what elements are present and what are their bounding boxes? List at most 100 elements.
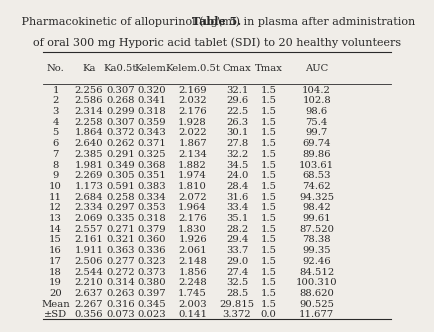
Text: 12: 12 xyxy=(49,203,62,212)
Text: 1.5: 1.5 xyxy=(260,86,276,95)
Text: Tmax: Tmax xyxy=(255,64,283,73)
Text: 75.4: 75.4 xyxy=(306,118,328,127)
Text: 0.307: 0.307 xyxy=(106,86,135,95)
Text: 0.314: 0.314 xyxy=(106,278,135,287)
Text: 1.5: 1.5 xyxy=(260,214,276,223)
Text: 2.640: 2.640 xyxy=(75,139,103,148)
Text: 33.7: 33.7 xyxy=(226,246,248,255)
Text: 2.334: 2.334 xyxy=(75,203,103,212)
Text: 0.345: 0.345 xyxy=(138,299,166,309)
Text: 0.023: 0.023 xyxy=(138,310,166,319)
Text: 1.830: 1.830 xyxy=(178,225,207,234)
Text: 35.1: 35.1 xyxy=(226,214,248,223)
Text: 0.363: 0.363 xyxy=(106,246,135,255)
Text: Table 5.: Table 5. xyxy=(192,16,241,27)
Text: 2.032: 2.032 xyxy=(178,96,207,105)
Text: 74.62: 74.62 xyxy=(302,182,331,191)
Text: 0.271: 0.271 xyxy=(106,225,135,234)
Text: 18: 18 xyxy=(49,268,62,277)
Text: 8: 8 xyxy=(53,160,59,170)
Text: 2.022: 2.022 xyxy=(178,128,207,137)
Text: 28.4: 28.4 xyxy=(226,182,248,191)
Text: 2.267: 2.267 xyxy=(75,299,103,309)
Text: 11.677: 11.677 xyxy=(299,310,334,319)
Text: 2.544: 2.544 xyxy=(75,268,103,277)
Text: 0.397: 0.397 xyxy=(138,289,166,298)
Text: 0.353: 0.353 xyxy=(138,203,166,212)
Text: 0.320: 0.320 xyxy=(138,86,166,95)
Text: 1.5: 1.5 xyxy=(260,235,276,244)
Text: 2.258: 2.258 xyxy=(75,118,103,127)
Text: 1.5: 1.5 xyxy=(260,246,276,255)
Text: 1.964: 1.964 xyxy=(178,203,207,212)
Text: 99.61: 99.61 xyxy=(302,214,331,223)
Text: 1.173: 1.173 xyxy=(75,182,103,191)
Text: 1.745: 1.745 xyxy=(178,289,207,298)
Text: 1.856: 1.856 xyxy=(178,268,207,277)
Text: 0.277: 0.277 xyxy=(106,257,135,266)
Text: 5: 5 xyxy=(53,128,59,137)
Text: 0.372: 0.372 xyxy=(106,128,135,137)
Text: 1: 1 xyxy=(53,86,59,95)
Text: 2.314: 2.314 xyxy=(75,107,103,116)
Text: 9: 9 xyxy=(53,171,59,180)
Text: 2.069: 2.069 xyxy=(75,214,103,223)
Text: 4: 4 xyxy=(53,118,59,127)
Text: 27.4: 27.4 xyxy=(226,268,248,277)
Text: 68.53: 68.53 xyxy=(302,171,331,180)
Text: 1.911: 1.911 xyxy=(74,246,103,255)
Text: 1.5: 1.5 xyxy=(260,150,276,159)
Text: 2.003: 2.003 xyxy=(178,299,207,309)
Text: 6: 6 xyxy=(53,139,59,148)
Text: Cmax: Cmax xyxy=(223,64,251,73)
Text: 2.134: 2.134 xyxy=(178,150,207,159)
Text: 2.506: 2.506 xyxy=(75,257,103,266)
Text: 34.5: 34.5 xyxy=(226,160,248,170)
Text: 94.325: 94.325 xyxy=(299,193,334,202)
Text: 3: 3 xyxy=(53,107,59,116)
Text: 0.368: 0.368 xyxy=(138,160,166,170)
Text: 0.341: 0.341 xyxy=(138,96,166,105)
Text: 0.073: 0.073 xyxy=(106,310,135,319)
Text: 1.864: 1.864 xyxy=(75,128,103,137)
Text: 1.5: 1.5 xyxy=(260,96,276,105)
Text: 1.5: 1.5 xyxy=(260,299,276,309)
Text: 1.926: 1.926 xyxy=(178,235,207,244)
Text: 1.882: 1.882 xyxy=(178,160,207,170)
Text: 0.258: 0.258 xyxy=(106,193,135,202)
Text: 1.5: 1.5 xyxy=(260,268,276,277)
Text: Ka: Ka xyxy=(82,64,95,73)
Text: 0.334: 0.334 xyxy=(138,193,166,202)
Text: 0.336: 0.336 xyxy=(138,246,166,255)
Text: 17: 17 xyxy=(49,257,62,266)
Text: 1.5: 1.5 xyxy=(260,289,276,298)
Text: 1.5: 1.5 xyxy=(260,160,276,170)
Text: 0.321: 0.321 xyxy=(106,235,135,244)
Text: 2.385: 2.385 xyxy=(75,150,103,159)
Text: 0.325: 0.325 xyxy=(138,150,166,159)
Text: Kelem.0.5t: Kelem.0.5t xyxy=(165,64,220,73)
Text: 0.0: 0.0 xyxy=(260,310,276,319)
Text: 1.974: 1.974 xyxy=(178,171,207,180)
Text: 2.148: 2.148 xyxy=(178,257,207,266)
Text: 0.373: 0.373 xyxy=(138,268,166,277)
Text: 32.5: 32.5 xyxy=(226,278,248,287)
Text: Mean: Mean xyxy=(41,299,70,309)
Text: 19: 19 xyxy=(49,278,62,287)
Text: 29.815: 29.815 xyxy=(220,299,255,309)
Text: 104.2: 104.2 xyxy=(302,86,331,95)
Text: 103.61: 103.61 xyxy=(299,160,334,170)
Text: 0.299: 0.299 xyxy=(106,107,135,116)
Text: 2.072: 2.072 xyxy=(178,193,207,202)
Text: 29.6: 29.6 xyxy=(226,96,248,105)
Text: 0.356: 0.356 xyxy=(75,310,103,319)
Text: 1.5: 1.5 xyxy=(260,278,276,287)
Text: 1.5: 1.5 xyxy=(260,171,276,180)
Text: AUC: AUC xyxy=(305,64,328,73)
Text: 0.268: 0.268 xyxy=(106,96,135,105)
Text: 99.35: 99.35 xyxy=(302,246,331,255)
Text: 0.359: 0.359 xyxy=(138,118,166,127)
Text: 2.557: 2.557 xyxy=(75,225,103,234)
Text: 2.684: 2.684 xyxy=(75,193,103,202)
Text: 1.5: 1.5 xyxy=(260,225,276,234)
